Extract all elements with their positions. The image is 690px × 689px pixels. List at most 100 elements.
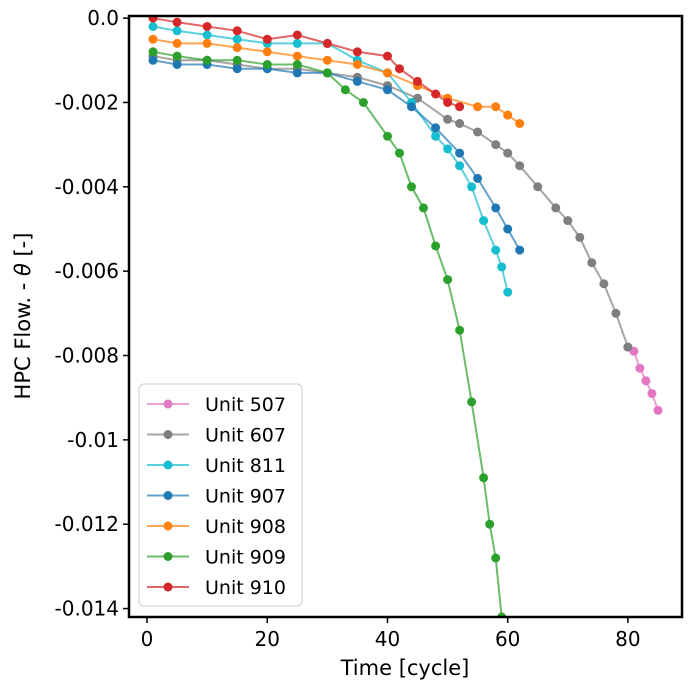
data-point-unit-908: [352, 60, 362, 69]
data-point-unit-907: [455, 148, 465, 158]
data-point-unit-607: [611, 308, 621, 318]
x-tick-label: 20: [255, 627, 280, 651]
data-point-unit-908: [232, 43, 242, 53]
data-point-unit-909: [262, 60, 272, 69]
data-point-unit-910: [322, 38, 332, 48]
data-point-unit-909: [431, 241, 441, 251]
legend-item-unit-909: Unit 909: [147, 547, 286, 569]
data-point-unit-607: [503, 148, 513, 158]
legend-swatch-marker: [163, 582, 173, 592]
data-point-unit-811: [479, 216, 489, 226]
data-point-unit-908: [148, 34, 158, 44]
data-point-unit-910: [232, 26, 242, 36]
series-line-unit-607: [152, 55, 629, 348]
y-axis-label-suffix: [-]: [11, 233, 35, 264]
data-point-unit-607: [599, 279, 609, 289]
series-line-unit-811: [152, 25, 509, 293]
data-point-unit-908: [292, 51, 302, 61]
data-point-unit-910: [413, 76, 422, 86]
data-point-unit-910: [383, 51, 392, 61]
x-tick-label: 60: [495, 627, 520, 651]
legend-label: Unit 507: [205, 394, 286, 416]
data-point-unit-908: [491, 102, 501, 112]
data-point-unit-811: [202, 30, 212, 40]
legend-swatch-marker: [163, 460, 173, 470]
data-point-unit-607: [455, 119, 465, 128]
data-point-unit-607: [563, 216, 573, 226]
legend-item-unit-907: Unit 907: [147, 486, 286, 508]
data-point-unit-607: [533, 182, 543, 192]
data-point-unit-909: [455, 325, 465, 335]
data-point-unit-811: [443, 144, 453, 154]
series-line-unit-910: [152, 17, 460, 108]
y-tick-label: -0.002: [55, 90, 119, 114]
data-point-unit-909: [383, 131, 392, 141]
y-axis-label-symbol: θ: [11, 263, 35, 276]
data-point-unit-908: [202, 38, 212, 48]
data-point-unit-910: [172, 17, 182, 27]
data-point-unit-907: [515, 245, 525, 255]
legend-label: Unit 910: [205, 577, 286, 599]
data-point-unit-908: [322, 55, 332, 65]
x-tick-label: 0: [141, 627, 154, 651]
data-point-unit-907: [383, 85, 392, 95]
legend-item-unit-607: Unit 607: [147, 425, 286, 447]
y-tick-label: -0.012: [55, 512, 119, 536]
data-point-unit-909: [292, 60, 302, 69]
series-unit-907: [148, 55, 525, 255]
data-point-unit-907: [503, 224, 513, 234]
data-point-unit-811: [148, 22, 158, 31]
data-point-unit-507: [635, 363, 645, 373]
legend-label: Unit 909: [205, 547, 286, 569]
legend-label: Unit 907: [205, 486, 286, 508]
data-point-unit-908: [383, 68, 392, 78]
y-tick-label: -0.014: [55, 597, 119, 621]
legend-swatch-marker: [163, 430, 173, 439]
series-unit-910: [148, 16, 465, 112]
x-tick-label: 40: [375, 627, 400, 651]
data-point-unit-910: [443, 98, 453, 107]
data-point-unit-607: [473, 127, 483, 137]
data-point-unit-907: [407, 102, 416, 112]
data-point-unit-607: [575, 232, 585, 242]
data-point-unit-910: [148, 16, 158, 23]
y-axis-label-prefix: HPC Flow. -: [11, 276, 35, 399]
plot-frame: [127, 14, 684, 619]
data-point-unit-907: [431, 123, 441, 133]
legend-label: Unit 811: [205, 455, 286, 477]
legend-label: Unit 607: [205, 425, 286, 447]
x-axis-label: Time [cycle]: [340, 656, 470, 680]
data-point-unit-909: [202, 55, 212, 65]
y-axis-label: HPC Flow. - θ [-]: [11, 233, 35, 400]
data-point-unit-909: [340, 85, 350, 95]
legend-item-unit-811: Unit 811: [147, 455, 286, 477]
data-point-unit-607: [491, 140, 501, 150]
data-point-unit-607: [515, 161, 525, 171]
data-point-unit-910: [262, 34, 272, 44]
data-point-unit-909: [443, 275, 453, 285]
data-point-unit-907: [491, 203, 501, 213]
legend-label: Unit 908: [205, 516, 286, 538]
data-point-unit-908: [515, 119, 525, 128]
data-point-unit-908: [172, 38, 182, 48]
y-tick-label: 0.0: [87, 6, 119, 30]
data-point-unit-811: [172, 26, 182, 36]
legend-item-unit-910: Unit 910: [147, 577, 286, 599]
legend-swatch-marker: [163, 521, 173, 531]
data-point-unit-811: [467, 182, 477, 192]
legend-swatch-marker: [163, 399, 173, 409]
data-point-unit-909: [148, 47, 158, 57]
data-point-unit-607: [443, 114, 453, 124]
data-point-unit-909: [395, 148, 404, 158]
data-point-unit-910: [395, 64, 404, 74]
data-point-unit-507: [653, 405, 663, 415]
data-point-unit-811: [455, 161, 465, 171]
y-tick-label: -0.01: [67, 428, 119, 452]
legend-swatch-marker: [163, 491, 173, 500]
data-point-unit-909: [467, 397, 477, 407]
y-tick-label: -0.006: [55, 259, 119, 283]
data-point-unit-907: [172, 60, 182, 69]
x-tick-label: 80: [615, 627, 640, 651]
data-point-unit-909: [358, 98, 368, 107]
